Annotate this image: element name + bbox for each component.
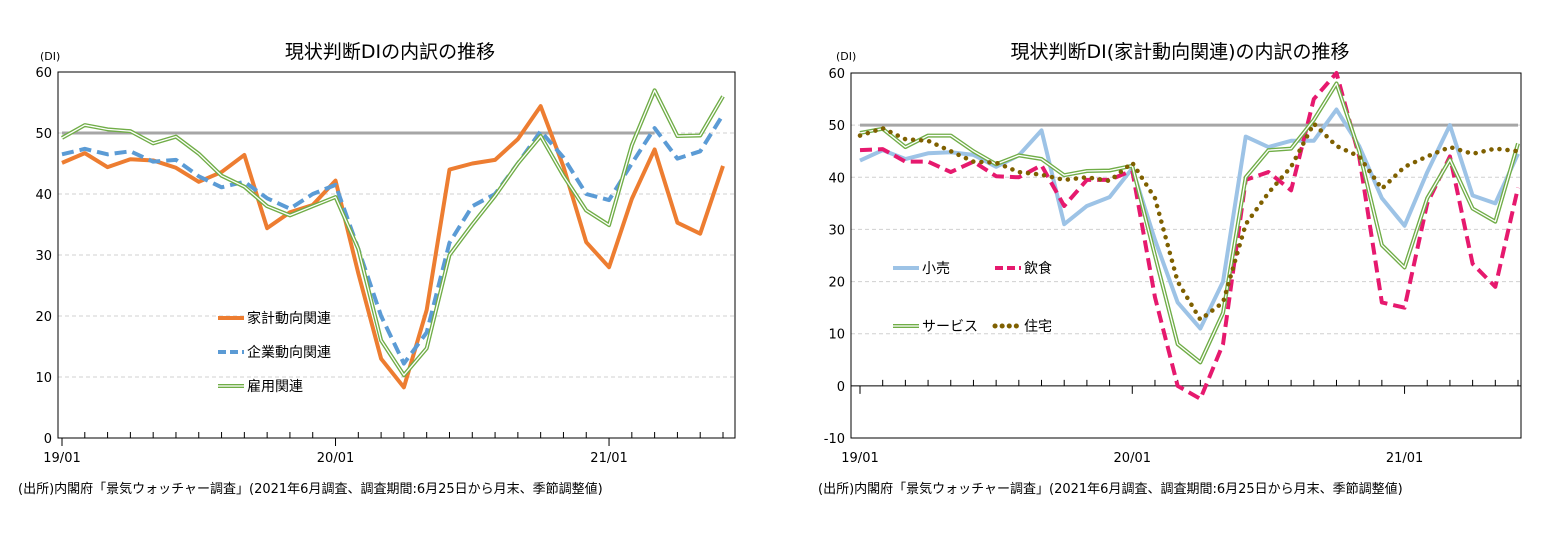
x-tick-label: 21/01 [590, 451, 627, 466]
y-tick-label: 30 [35, 249, 52, 264]
legend-label: 飲食 [1024, 260, 1052, 277]
chart-1: 現状判断DIの内訳の推移 (DI) 0 10 20 30 40 50 60 19/01 20/01 2… [35, 41, 736, 466]
y-tick-label: 10 [828, 328, 845, 343]
y-tick-label: 20 [35, 310, 52, 325]
y-tick-label: 0 [837, 380, 845, 395]
y-tick-label: 50 [35, 127, 52, 142]
series-line-企業動向関連 [61, 113, 725, 366]
plot-frame [850, 72, 1522, 439]
x-tick-label: 21/01 [1386, 451, 1423, 466]
series-line-飲食 [859, 71, 1520, 401]
y-tick-label: 10 [35, 371, 52, 386]
legend-label: 雇用関連 [247, 378, 303, 395]
x-tick-label: 20/01 [1114, 451, 1151, 466]
series-line-家計動向関連 [61, 104, 725, 390]
y-tick-label: 0 [44, 432, 52, 447]
y-axis-unit-label: (DI) [836, 50, 856, 63]
y-tick-label: 30 [828, 223, 845, 238]
series-line-雇用関連-inner [61, 89, 724, 376]
x-tick-label: 19/01 [43, 451, 80, 466]
y-tick-label: 50 [828, 119, 845, 134]
chart-2: 現状判断DI(家計動向関連)の内訳の推移 (DI) -10 0 10 20 30 40 50 60… [824, 41, 1522, 466]
y-tick-label: 60 [828, 67, 845, 82]
legend-label: サービス [922, 319, 978, 335]
legend-label: 家計動向関連 [247, 310, 331, 327]
y-tick-label: 60 [35, 66, 52, 81]
legend-label: 住宅 [1024, 319, 1052, 335]
y-tick-label: -10 [824, 432, 845, 447]
legend-label: 企業動向関連 [247, 344, 331, 361]
series-line-サービス-inner [859, 82, 1519, 364]
x-tick-label: 20/01 [317, 451, 354, 466]
chart-title: 現状判断DI(家計動向関連)の内訳の推移 [1010, 41, 1349, 63]
source-note-left: (出所)内閣府「景気ウォッチャー調査」(2021年6月調査、調査期間:6月25日… [18, 482, 603, 497]
source-note-right: (出所)内閣府「景気ウォッチャー調査」(2021年6月調査、調査期間:6月25日… [818, 482, 1403, 497]
series-line-住宅 [857, 121, 1521, 322]
x-tick-label: 19/01 [841, 451, 878, 466]
y-tick-label: 40 [35, 188, 52, 203]
legend-label: 小売 [922, 261, 950, 277]
series-line-小売 [859, 107, 1520, 331]
chart-title: 現状判断DIの内訳の推移 [285, 41, 495, 63]
y-tick-label: 20 [828, 276, 845, 291]
y-axis-unit-label: (DI) [40, 50, 60, 63]
y-tick-label: 40 [828, 171, 845, 186]
